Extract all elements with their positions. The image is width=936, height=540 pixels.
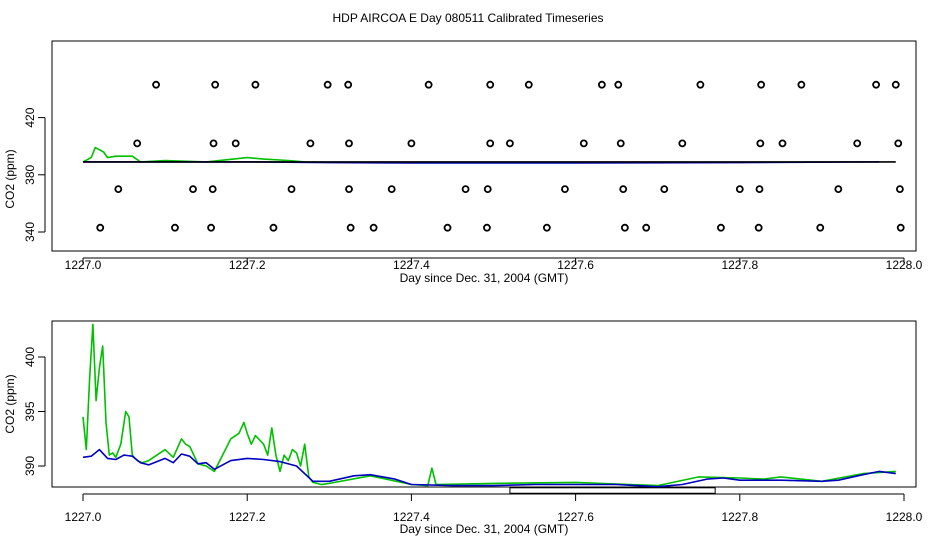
series-blue-line [82, 448, 896, 488]
data-point [642, 223, 651, 232]
data-point [660, 185, 669, 194]
x-tick-label: 1227.0 [65, 258, 102, 272]
data-point [306, 139, 315, 148]
data-point [171, 223, 179, 232]
annotation-box [509, 487, 716, 494]
data-point [755, 185, 764, 194]
data-point [797, 80, 806, 89]
data-point [114, 185, 123, 194]
data-point [346, 223, 355, 232]
x-tick-label: 1227.2 [229, 258, 266, 272]
data-point [96, 223, 105, 232]
data-point [344, 80, 353, 89]
data-point [754, 223, 763, 232]
series-green-line [82, 146, 305, 163]
x-tick-label: 1227.4 [393, 510, 430, 524]
data-point [678, 139, 687, 148]
x-tick-label: 1227.0 [65, 510, 102, 524]
y-tick-label: 340 [23, 222, 37, 242]
data-point [211, 80, 220, 89]
data-point [757, 80, 766, 89]
data-point [853, 139, 862, 148]
x-tick-label: 1227.6 [557, 258, 594, 272]
top-y-axis-label: CO2 (ppm) [3, 149, 17, 208]
top-x-axis-label: Day since Dec. 31, 2004 (GMT) [400, 271, 569, 285]
data-point [483, 223, 491, 232]
y-tick-label: 400 [23, 347, 37, 367]
data-point [369, 223, 378, 232]
bottom-x-axis-label: Day since Dec. 31, 2004 (GMT) [400, 522, 569, 536]
data-point [486, 80, 495, 89]
data-point [251, 80, 260, 89]
data-point [561, 185, 569, 194]
x-tick-label: 1227.8 [721, 258, 758, 272]
bottom-panel: Day since Dec. 31, 2004 (GMT) CO2 (ppm) … [3, 320, 923, 536]
y-tick-label: 395 [23, 401, 37, 421]
data-point [616, 139, 625, 148]
data-point [735, 185, 744, 194]
x-tick-label: 1227.4 [393, 258, 430, 272]
bottom-plot-frame [51, 320, 917, 488]
data-point [208, 185, 217, 194]
top-panel: Day since Dec. 31, 2004 (GMT) CO2 (ppm) … [3, 40, 923, 285]
data-point [345, 185, 353, 194]
data-point [619, 185, 628, 194]
x-tick-label: 1228.0 [886, 258, 923, 272]
figure-title: HDP AIRCOA E Day 080511 Calibrated Times… [332, 11, 603, 25]
data-point [756, 139, 765, 148]
data-point [872, 80, 880, 89]
data-point [542, 223, 551, 232]
data-point [152, 80, 160, 89]
data-point [407, 139, 416, 148]
data-point [424, 80, 433, 89]
data-point [506, 139, 514, 148]
data-point [895, 185, 904, 194]
x-tick-label: 1227.8 [721, 510, 758, 524]
data-point [717, 223, 725, 232]
x-tick-label: 1228.0 [886, 510, 923, 524]
data-point [816, 223, 825, 232]
data-point [614, 80, 623, 89]
y-tick-label: 380 [23, 164, 37, 184]
data-point [483, 185, 492, 194]
data-point [269, 223, 278, 232]
data-point [443, 223, 452, 232]
data-point [891, 80, 900, 89]
data-point [896, 223, 905, 232]
data-point [894, 139, 903, 148]
data-point [778, 139, 787, 148]
top-plot-frame [51, 40, 917, 252]
data-point [597, 80, 606, 89]
bottom-y-axis-label: CO2 (ppm) [3, 374, 17, 433]
data-point [133, 139, 142, 148]
y-tick-label: 420 [23, 107, 37, 127]
data-point [231, 139, 240, 148]
data-point [524, 80, 533, 89]
data-point [189, 185, 197, 194]
data-point [461, 185, 470, 194]
data-point [620, 223, 629, 232]
data-point [323, 80, 332, 89]
x-tick-label: 1227.2 [229, 510, 266, 524]
y-tick-label: 390 [23, 456, 37, 476]
data-point [207, 223, 215, 232]
x-tick-label: 1227.6 [557, 510, 594, 524]
data-point [834, 185, 843, 194]
data-point [345, 139, 353, 148]
data-point [486, 139, 495, 148]
data-point [696, 80, 705, 89]
data-point [579, 139, 588, 148]
data-point [209, 139, 218, 148]
data-point [387, 185, 396, 194]
data-point [287, 185, 296, 194]
series-green-line [82, 323, 896, 487]
